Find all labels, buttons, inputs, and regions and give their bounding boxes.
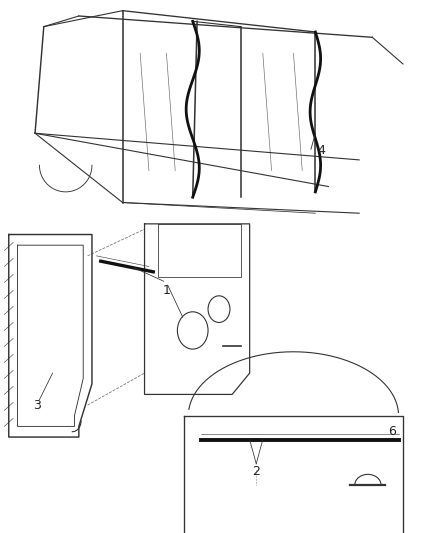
Text: 6: 6	[388, 425, 396, 438]
Text: 3: 3	[33, 399, 41, 411]
Text: 2: 2	[252, 465, 260, 478]
Text: 1: 1	[162, 284, 170, 297]
Text: 4: 4	[318, 144, 325, 157]
